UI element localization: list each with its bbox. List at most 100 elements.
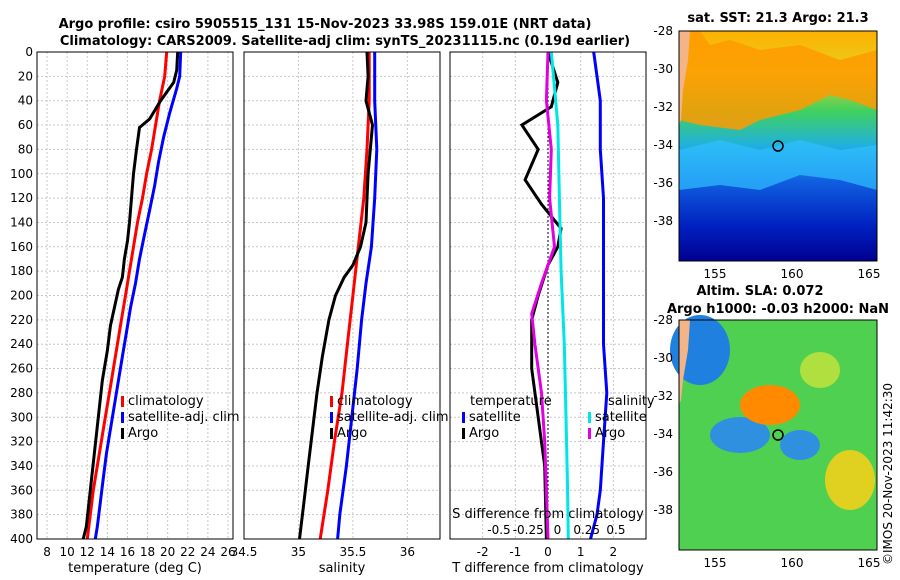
map-y-tick-label: -34 — [653, 427, 673, 441]
y-tick-label: 240 — [10, 337, 33, 351]
legend-label: Argo — [469, 426, 499, 441]
x-tick-label: 35.5 — [340, 545, 367, 559]
series-satellite-adj-clim — [93, 51, 183, 540]
y-tick-label: 80 — [18, 142, 33, 156]
x2-tick-label: -0.25 — [513, 523, 544, 537]
map-y-tick-label: -30 — [653, 62, 673, 76]
map-y-tick-label: -36 — [653, 465, 673, 479]
figure-title-line1: Argo profile: csiro 5905515_131 15-Nov-2… — [59, 17, 592, 32]
x-tick-label: 26 — [220, 545, 235, 559]
imos-timestamp: ©IMOS 20-Nov-2023 11:42:30 — [881, 383, 895, 565]
x-tick-label: 20 — [160, 545, 175, 559]
series-satellite-adj-clim — [336, 52, 379, 540]
y-tick-label: 60 — [18, 118, 33, 132]
y-tick-label: 300 — [10, 410, 33, 424]
sst-float-marker — [772, 140, 784, 152]
sst-map-title: sat. SST: 21.3 Argo: 21.3 — [687, 11, 868, 26]
difference-xlabel: T difference from climatology — [451, 561, 644, 576]
x2-tick-label: 0.5 — [606, 523, 625, 537]
legend-swatch — [121, 412, 124, 423]
y-tick-label: 400 — [10, 532, 33, 546]
series-argo — [81, 51, 180, 540]
legend-swatch — [121, 428, 124, 439]
y-tick-label: 320 — [10, 435, 33, 449]
temperature-axes-box — [36, 51, 234, 540]
x-tick-label: 35 — [291, 545, 306, 559]
sla-map-title1: Altim. SLA: 0.072 — [697, 284, 824, 299]
x-tick-label: 16 — [120, 545, 135, 559]
y-tick-label: 180 — [10, 264, 33, 278]
x-tick-label: 24 — [200, 545, 215, 559]
y-tick-label: 260 — [10, 362, 33, 376]
map-x-tick-label: 165 — [858, 267, 881, 281]
salinity-xlabel: salinity — [319, 561, 366, 576]
map-y-tick-label: -32 — [653, 100, 673, 114]
x-tick-label: 34.5 — [231, 545, 258, 559]
difference-panel: -2 -1 0 1 2 -0.5 -0.25 0 0.25 0.5 T difference f… — [449, 51, 655, 576]
map-y-tick-label: -28 — [653, 24, 673, 38]
y-tick-label: 40 — [18, 94, 33, 108]
legend-label: satellite-adj. clim — [337, 410, 449, 425]
x-tick-label: 12 — [80, 545, 95, 559]
series-temperature-satellite — [589, 51, 609, 540]
series-salinity-argo — [530, 51, 557, 540]
x-tick-label: -2 — [477, 545, 489, 559]
y-tick-label: 160 — [10, 240, 33, 254]
difference-x2label: S difference from climatology — [452, 507, 644, 522]
map-x-tick-label: 165 — [858, 556, 881, 570]
figure-title-line2: Climatology: CARS2009. Satellite-adj cli… — [60, 34, 630, 49]
difference-axes-box — [449, 51, 647, 540]
x-tick-label: 1 — [577, 545, 585, 559]
x2-tick-label: -0.5 — [487, 523, 510, 537]
legend-title-temperature: temperature — [470, 394, 552, 409]
temperature-xlabel: temperature (deg C) — [68, 561, 202, 576]
legend-swatch — [588, 428, 591, 439]
legend-swatch — [121, 396, 124, 407]
y-tick-label: 360 — [10, 483, 33, 497]
series-climatology — [318, 52, 371, 540]
legend-label: satellite — [469, 410, 521, 425]
temperature-panel: 0 20 40 60 80 100 120 140 160 180 200 220 240 260 280 3… — [10, 45, 240, 576]
legend-swatch — [330, 396, 333, 407]
legend-label: satellite-adj. clim — [128, 410, 240, 425]
x-tick-label: 8 — [43, 545, 51, 559]
sla-eddy-low-2 — [710, 417, 770, 453]
y-tick-label: 0 — [25, 45, 33, 59]
sla-eddy-high-2 — [825, 450, 875, 510]
legend-swatch — [462, 428, 465, 439]
x-tick-label: 18 — [140, 545, 155, 559]
map-y-tick-label: -28 — [653, 313, 673, 327]
y-tick-label: 140 — [10, 215, 33, 229]
legend-swatch — [462, 412, 465, 423]
salinity-panel: 34.5 35 35.5 36 salinity climatologysatelli… — [231, 51, 449, 576]
x-tick-label: 2 — [610, 545, 618, 559]
x2-tick-label: 0.25 — [573, 523, 600, 537]
x-tick-label: 36 — [400, 545, 415, 559]
legend-swatch — [330, 412, 333, 423]
sla-eddy-high-1 — [740, 385, 800, 425]
legend-label: climatology — [128, 394, 204, 409]
sst-map-panel: sat. SST: 21.3 Argo: 21.3 -28 -30 -32 -34 -3… — [653, 11, 880, 281]
y-tick-label: 380 — [10, 508, 33, 522]
legend-label: Argo — [128, 426, 158, 441]
sst-cool-region — [679, 140, 877, 190]
series-salinity-satellite — [549, 51, 570, 540]
map-y-tick-label: -38 — [653, 503, 673, 517]
y-tick-label: 340 — [10, 459, 33, 473]
y-tick-label: 120 — [10, 191, 33, 205]
salinity-axes-box — [243, 51, 441, 540]
x-tick-label: -1 — [509, 545, 521, 559]
map-x-tick-label: 160 — [781, 556, 804, 570]
sla-eddy-low-3 — [780, 430, 820, 460]
x-tick-label: 10 — [60, 545, 75, 559]
legend-title-salinity: salinity — [608, 394, 655, 409]
series-climatology — [85, 51, 169, 540]
map-y-tick-label: -30 — [653, 351, 673, 365]
sla-map-title2: Argo h1000: -0.03 h2000: NaN — [667, 302, 889, 317]
sla-coastline — [679, 320, 690, 405]
map-x-tick-label: 155 — [704, 267, 727, 281]
legend-label: Argo — [595, 426, 625, 441]
map-x-tick-label: 160 — [781, 267, 804, 281]
y-tick-label: 20 — [18, 69, 33, 83]
